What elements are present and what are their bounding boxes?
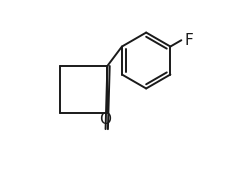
Text: F: F	[184, 33, 193, 48]
Text: O: O	[100, 112, 112, 127]
